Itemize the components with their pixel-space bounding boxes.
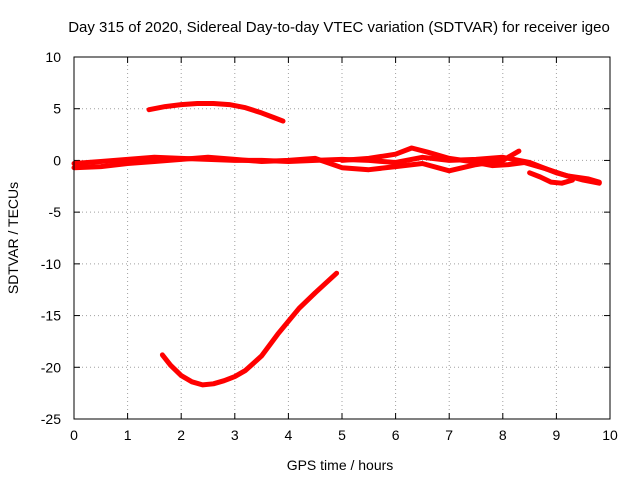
axis-ticks: 0 1 2 3 4 5 6 7 8 9 10 10 5 0 -5 -10 -15 -20 -25 bbox=[41, 49, 618, 443]
plot-area bbox=[71, 101, 602, 388]
y-tick-label: 5 bbox=[53, 101, 61, 117]
x-tick-label: 4 bbox=[285, 427, 293, 443]
y-tick-label: 10 bbox=[45, 49, 61, 65]
y-tick-label: -20 bbox=[41, 359, 61, 375]
series-line-arc-upper bbox=[146, 101, 286, 124]
x-tick-label: 9 bbox=[553, 427, 561, 443]
series-line-arc-lower bbox=[159, 270, 340, 388]
y-tick-label: -25 bbox=[41, 411, 61, 427]
x-tick-label: 5 bbox=[338, 427, 346, 443]
y-tick-label: -15 bbox=[41, 308, 61, 324]
x-tick-label: 0 bbox=[70, 427, 78, 443]
y-tick-label: 0 bbox=[53, 152, 61, 168]
series-line-main-band-b bbox=[71, 148, 522, 174]
y-tick-label: -10 bbox=[41, 256, 61, 272]
x-tick-label: 6 bbox=[392, 427, 400, 443]
x-tick-label: 3 bbox=[231, 427, 239, 443]
x-tick-label: 7 bbox=[445, 427, 453, 443]
series-line-main-band-c bbox=[339, 145, 602, 185]
x-tick-label: 1 bbox=[124, 427, 132, 443]
chart-title: Day 315 of 2020, Sidereal Day-to-day VTE… bbox=[68, 19, 610, 36]
plot-frame bbox=[73, 56, 611, 420]
series-line-tail-dip bbox=[527, 170, 575, 186]
x-tick-label: 8 bbox=[499, 427, 507, 443]
y-axis-label: SDTVAR / TECUs bbox=[5, 182, 21, 294]
x-tick-label: 2 bbox=[177, 427, 185, 443]
y-tick-label: -5 bbox=[49, 204, 62, 220]
x-tick-label: 10 bbox=[602, 427, 618, 443]
x-axis-label: GPS time / hours bbox=[287, 457, 394, 473]
